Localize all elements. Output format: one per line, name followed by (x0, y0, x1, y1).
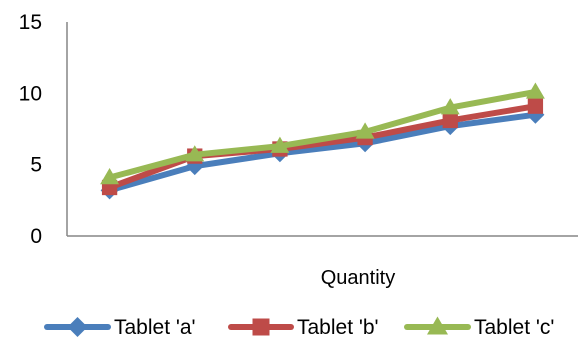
legend-label: Tablet 'c' (474, 316, 554, 339)
legend-swatch-marker (67, 317, 88, 337)
y-tick-label: 0 (30, 225, 42, 248)
axes (66, 22, 578, 237)
data-point (525, 82, 545, 99)
data-point (442, 112, 458, 129)
data-point (440, 98, 460, 115)
legend: Tablet 'a' Tablet 'b' Tablet 'c' (44, 316, 554, 339)
x-axis-title: Quantity (321, 267, 395, 289)
legend-entry: Tablet 'c' (404, 316, 554, 339)
series-3 (100, 82, 545, 185)
series-line (106, 88, 539, 181)
y-tick-labels: 0 5 10 15 (19, 11, 42, 248)
series-1 (100, 105, 545, 200)
legend-swatch-marker (252, 318, 270, 336)
legend-label: Tablet 'b' (297, 316, 379, 339)
legend-entry: Tablet 'b' (228, 316, 379, 339)
series-layer (100, 82, 545, 200)
legend-entry: Tablet 'a' (44, 316, 196, 339)
data-point (100, 168, 120, 185)
legend-label: Tablet 'a' (114, 316, 196, 339)
y-tick-label: 10 (19, 82, 42, 105)
y-tick-label: 5 (30, 154, 42, 177)
y-tick-label: 15 (19, 11, 42, 34)
data-point (527, 98, 544, 114)
legend-swatch-marker (427, 316, 448, 335)
data-point (185, 145, 205, 162)
series-line (106, 111, 539, 194)
data-point (355, 122, 375, 139)
data-point (270, 136, 290, 153)
